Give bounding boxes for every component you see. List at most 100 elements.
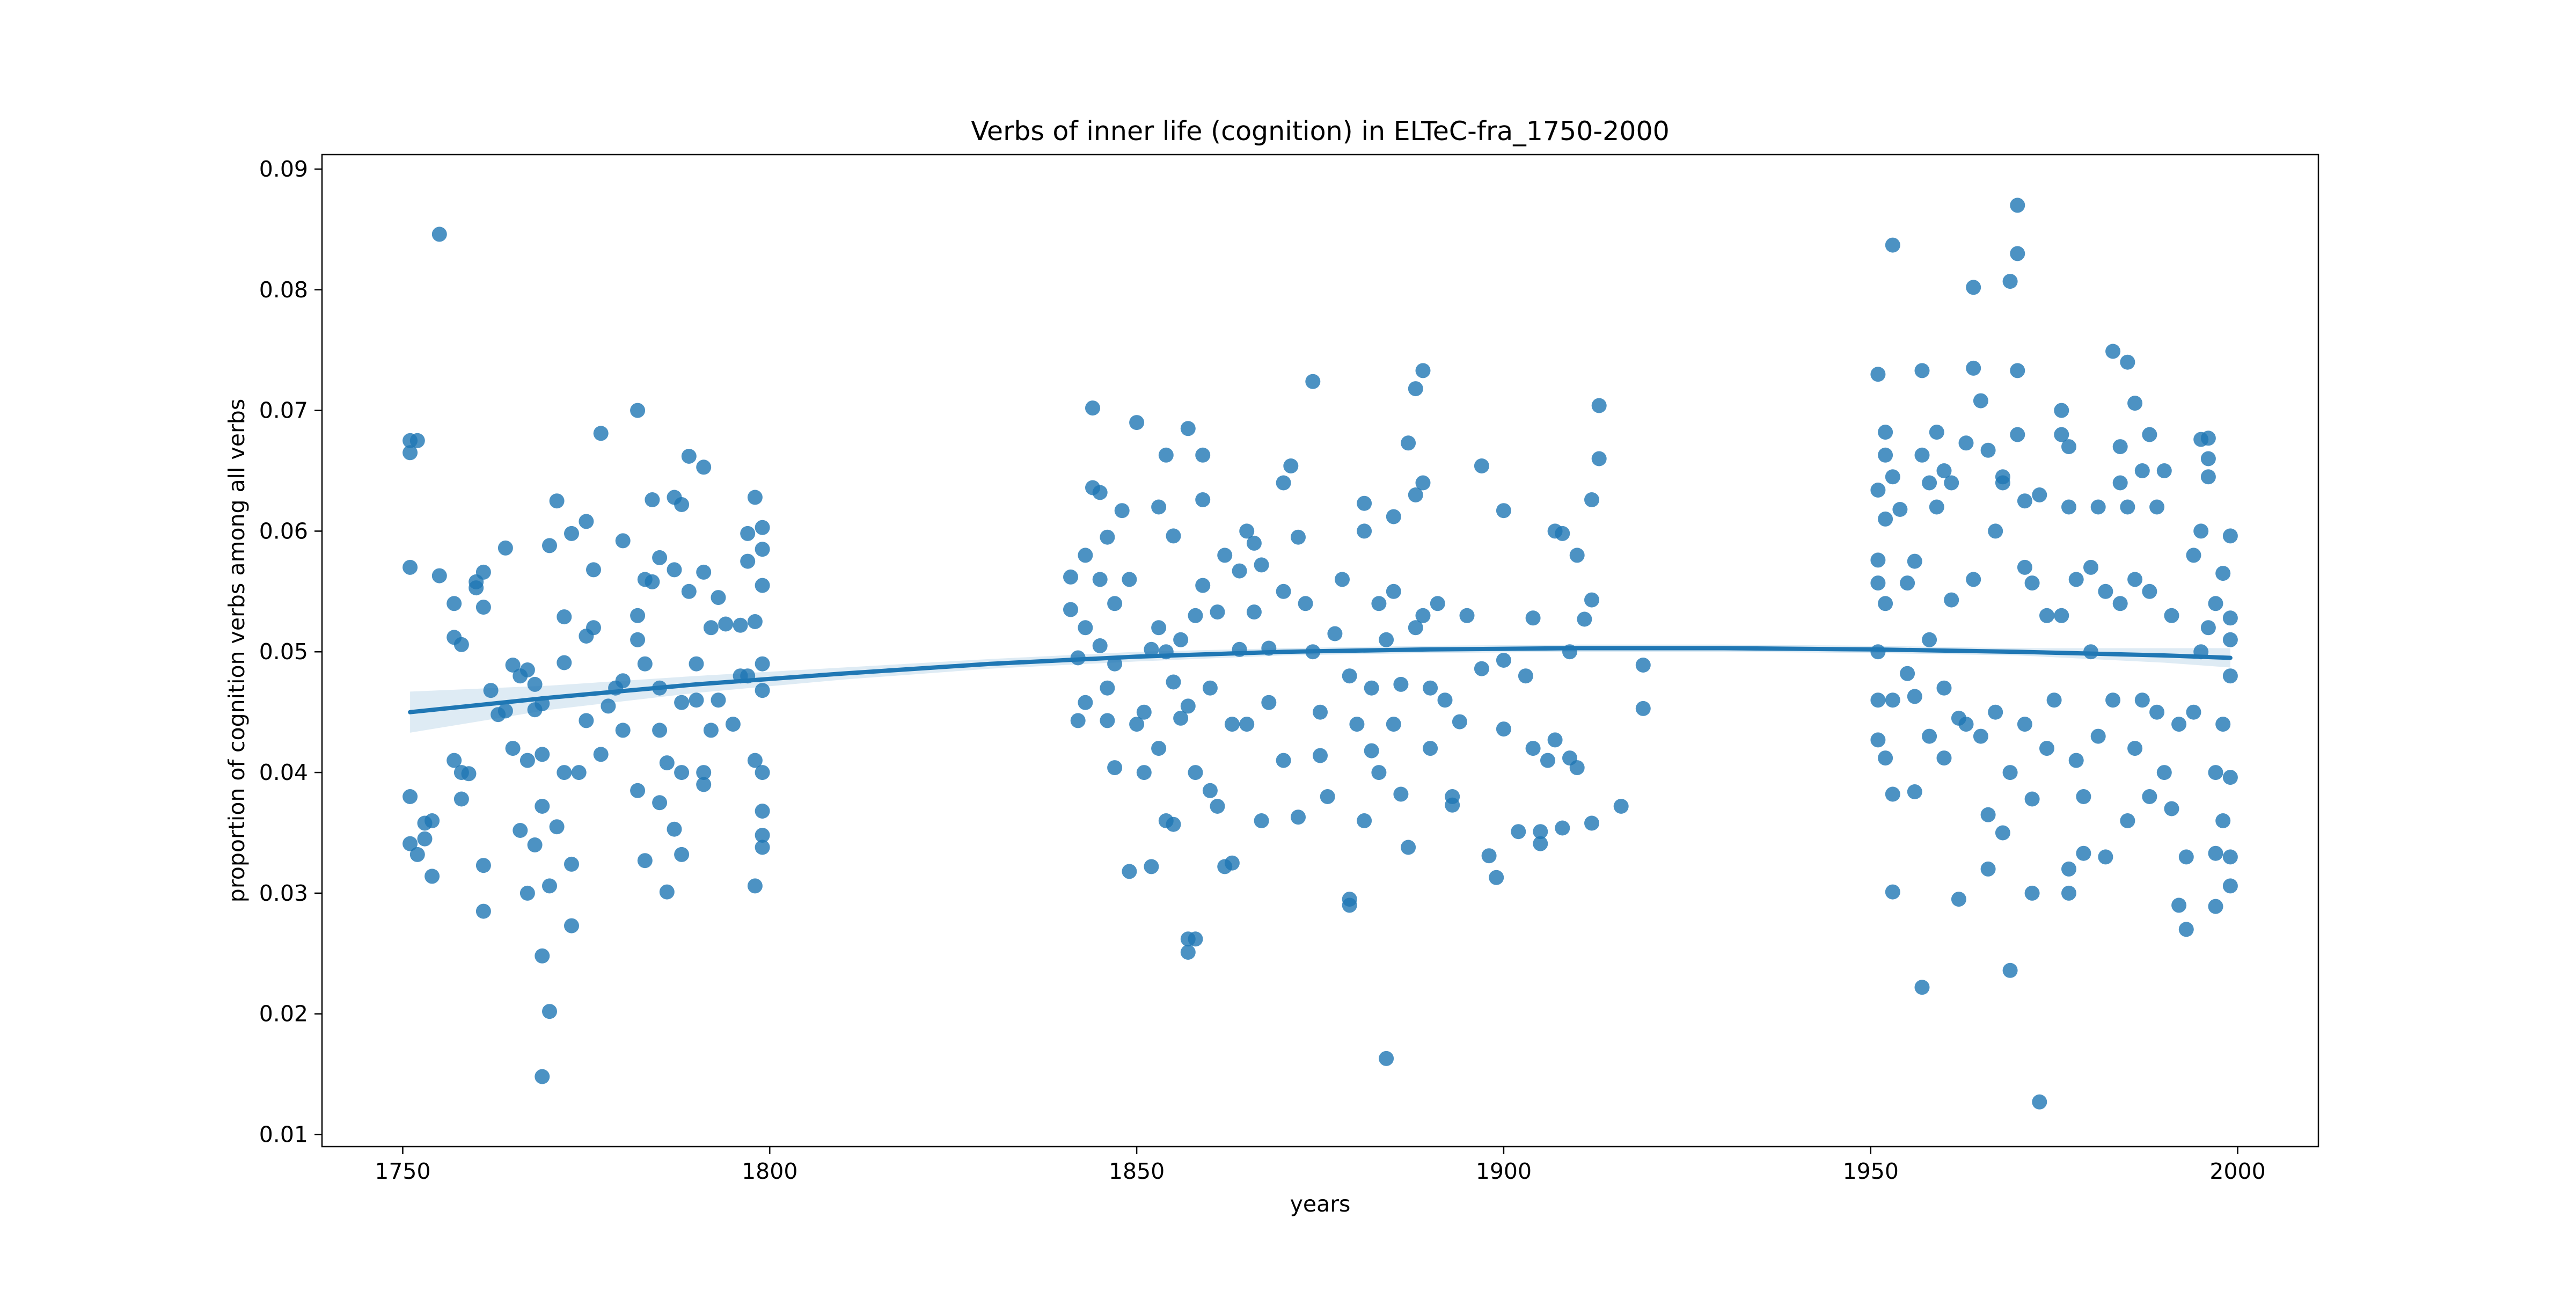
data-point xyxy=(2105,692,2121,708)
data-point xyxy=(1166,674,1181,690)
data-point xyxy=(2054,403,2069,418)
data-point xyxy=(2002,274,2018,289)
x-tick-label: 1850 xyxy=(1109,1158,1165,1184)
data-point xyxy=(1357,523,1372,539)
data-point xyxy=(527,837,543,852)
data-point xyxy=(2083,559,2098,575)
data-point xyxy=(1232,563,1247,579)
data-point xyxy=(2208,596,2223,611)
data-point xyxy=(696,459,712,475)
x-tick-label: 1800 xyxy=(742,1158,797,1184)
data-point xyxy=(2112,596,2128,611)
data-point xyxy=(1907,553,1922,569)
data-point xyxy=(475,564,491,580)
data-point xyxy=(681,583,697,599)
data-point xyxy=(1533,824,1548,840)
data-point xyxy=(1129,415,1145,431)
data-point xyxy=(659,755,675,771)
data-point xyxy=(564,856,579,872)
data-point xyxy=(2200,620,2216,636)
data-point xyxy=(2061,499,2076,515)
data-point xyxy=(2215,566,2231,581)
data-point xyxy=(542,1004,557,1019)
data-point xyxy=(630,608,646,623)
data-point xyxy=(2010,363,2025,378)
data-point xyxy=(1988,523,2003,539)
data-point xyxy=(1283,458,1299,473)
data-point xyxy=(747,490,763,505)
data-point xyxy=(2017,717,2032,732)
data-point xyxy=(601,698,616,714)
data-point xyxy=(1180,421,1196,436)
data-point xyxy=(1151,499,1167,515)
data-point xyxy=(2017,559,2032,575)
data-point xyxy=(1349,717,1365,732)
data-point xyxy=(1878,750,1893,766)
data-point xyxy=(1379,632,1394,647)
data-point xyxy=(527,676,543,692)
data-point xyxy=(1122,864,1137,879)
data-point xyxy=(497,540,513,556)
data-point xyxy=(1386,583,1401,599)
data-point xyxy=(1305,374,1321,389)
data-point xyxy=(2105,344,2121,359)
data-point xyxy=(1966,280,1981,295)
data-point xyxy=(696,765,712,781)
data-point xyxy=(2200,431,2216,446)
data-point xyxy=(1408,487,1423,502)
data-point xyxy=(1584,492,1599,507)
data-point xyxy=(1393,676,1409,692)
data-point xyxy=(2222,878,2238,894)
data-point xyxy=(2024,575,2040,591)
data-point xyxy=(1914,980,1930,995)
data-point xyxy=(1584,815,1599,831)
data-point xyxy=(1496,503,1511,519)
data-point xyxy=(549,819,565,835)
data-point xyxy=(2054,427,2069,442)
data-point xyxy=(2171,898,2187,913)
data-point xyxy=(1136,765,1152,781)
data-point xyxy=(461,766,477,782)
data-point xyxy=(542,878,557,894)
data-point xyxy=(1980,807,1996,822)
data-point xyxy=(1078,695,1093,710)
data-point xyxy=(652,795,668,811)
data-point xyxy=(1107,656,1123,672)
data-point xyxy=(425,813,440,828)
data-point xyxy=(409,847,425,862)
confidence-band-layer xyxy=(410,644,2230,733)
data-point xyxy=(1951,892,1966,907)
data-point xyxy=(2171,717,2187,732)
data-point xyxy=(1180,945,1196,960)
data-point xyxy=(718,616,734,632)
data-point xyxy=(1100,713,1115,728)
data-point xyxy=(1173,632,1189,647)
data-point xyxy=(615,533,631,549)
x-tick-label: 1900 xyxy=(1476,1158,1532,1184)
data-point xyxy=(674,695,690,710)
y-tick-label: 0.05 xyxy=(259,639,308,665)
data-point xyxy=(630,632,646,647)
data-point xyxy=(1591,451,1607,466)
data-point xyxy=(1078,548,1093,563)
data-point xyxy=(747,753,763,768)
data-point xyxy=(755,656,770,672)
data-point xyxy=(2017,493,2032,509)
data-point xyxy=(2061,885,2076,901)
data-point xyxy=(1415,363,1431,378)
data-point xyxy=(1914,447,1930,463)
data-point xyxy=(2142,789,2157,804)
data-point xyxy=(2142,427,2157,442)
data-point xyxy=(1122,572,1137,587)
data-point xyxy=(630,783,646,798)
data-point xyxy=(409,433,425,448)
data-point xyxy=(1342,898,1357,913)
data-point xyxy=(1276,475,1291,491)
y-axis: 0.01 0.02 0.03 0.04 0.05 0.06 0.07 0.08 0.09 xyxy=(259,156,322,1148)
data-point xyxy=(1944,592,1959,608)
data-point xyxy=(557,655,572,670)
data-point xyxy=(1995,475,2010,491)
data-point xyxy=(1496,653,1511,668)
